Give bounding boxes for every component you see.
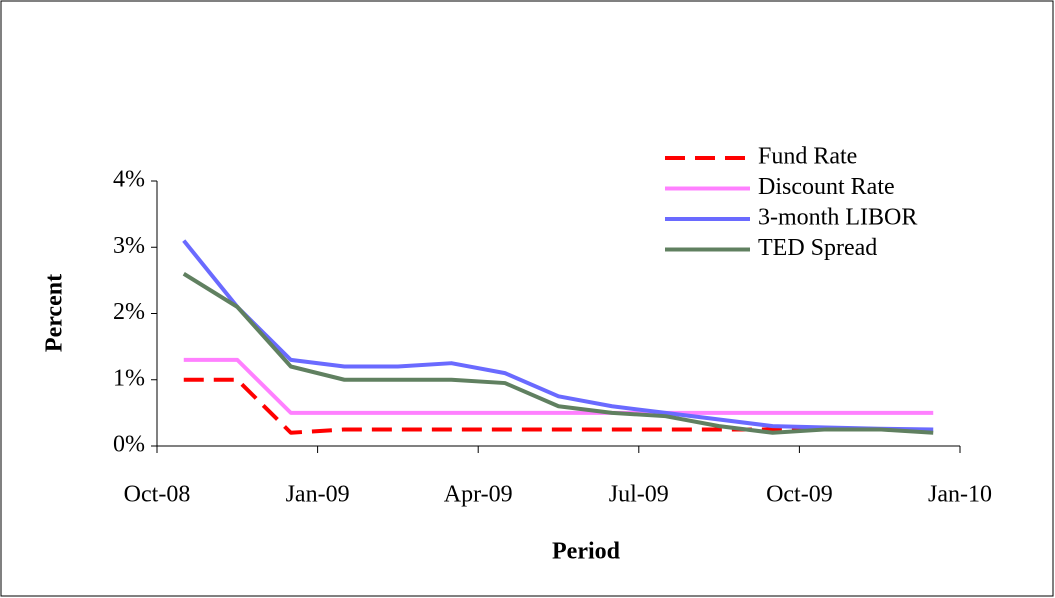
x-tick-label: Apr-09 [444,482,513,508]
y-axis-label: Percent [42,274,68,352]
series-line [182,239,934,432]
y-tick-label: 0% [113,432,145,458]
x-tick-label: Jul-09 [609,482,669,508]
y-tick-label: 2% [113,299,145,325]
legend-label: Fund Rate [758,144,857,170]
series-line [183,357,934,415]
x-tick-label: Jan-10 [928,482,992,508]
x-tick-label: Oct-09 [766,482,833,508]
x-tick-label: Oct-08 [124,482,191,508]
x-axis-label: Period [552,539,621,565]
y-tick-label: 4% [113,167,145,193]
x-tick-label: Jan-09 [286,482,350,508]
legend-label: 3-month LIBOR [758,205,917,231]
legend-label: TED Spread [758,235,877,261]
series-line [182,272,934,435]
legend-label: Discount Rate [758,174,895,200]
y-tick-label: 1% [113,365,145,391]
y-tick-label: 3% [113,233,145,259]
